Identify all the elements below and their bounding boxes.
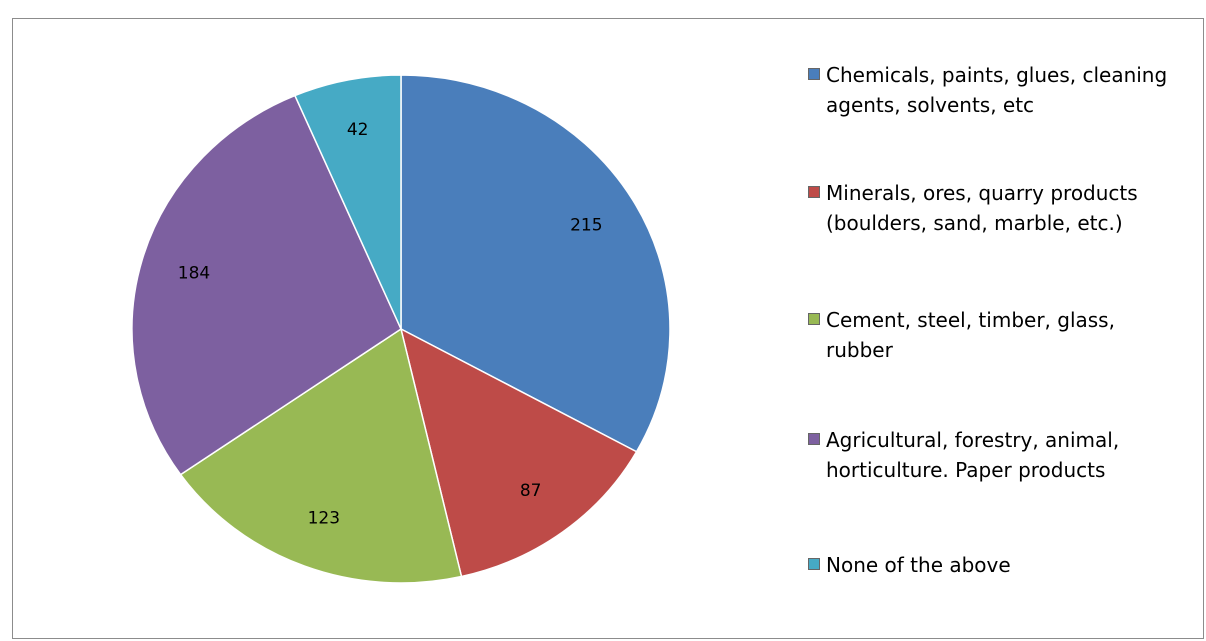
legend-label: Chemicals, paints, glues, cleaning agent… [826, 63, 1168, 117]
data-label: 87 [520, 481, 542, 501]
legend-swatch [808, 313, 820, 325]
pie-slice [399, 327, 638, 578]
data-label: 215 [570, 216, 602, 236]
legend-item: Cement, steel, timber, glass, rubber [808, 305, 1188, 365]
data-label: 184 [178, 263, 210, 283]
legend-swatch [808, 558, 820, 570]
legend-label: Cement, steel, timber, glass, rubber [826, 308, 1115, 362]
pie-slice [131, 94, 402, 476]
legend-swatch [808, 433, 820, 445]
legend-item: None of the above [808, 550, 1188, 580]
legend-label: Agricultural, forestry, animal, horticul… [826, 428, 1120, 482]
data-label: 123 [308, 509, 340, 529]
chart-frame [12, 18, 1204, 639]
data-label: 42 [347, 120, 369, 140]
pie-slice [400, 74, 671, 453]
legend-item: Agricultural, forestry, animal, horticul… [808, 425, 1188, 485]
legend-item: Minerals, ores, quarry products (boulder… [808, 178, 1188, 238]
legend-item: Chemicals, paints, glues, cleaning agent… [808, 60, 1188, 120]
legend-label: Minerals, ores, quarry products (boulder… [826, 181, 1138, 235]
pie-slice [293, 74, 402, 330]
legend-swatch [808, 68, 820, 80]
legend-label: None of the above [826, 553, 1011, 577]
pie-slice [179, 327, 463, 584]
legend-swatch [808, 186, 820, 198]
